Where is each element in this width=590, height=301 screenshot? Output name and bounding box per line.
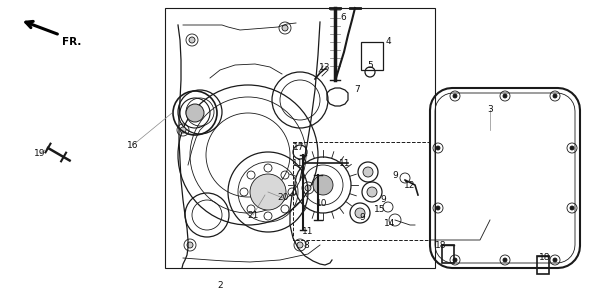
Text: 4: 4 [385,38,391,46]
Text: 18: 18 [539,253,550,262]
Bar [361,42,383,70]
Text: 21: 21 [247,210,258,219]
Bar [293,142,430,240]
Circle shape [553,94,557,98]
Circle shape [363,167,373,177]
Text: 13: 13 [319,64,331,73]
Text: 10: 10 [316,200,328,209]
Text: 9: 9 [392,170,398,179]
Text: 16: 16 [127,141,139,150]
Text: 5: 5 [367,61,373,70]
Circle shape [367,187,377,197]
Text: 3: 3 [487,105,493,114]
Text: 7: 7 [354,85,360,95]
Text: 9: 9 [380,196,386,204]
Circle shape [189,37,195,43]
Circle shape [570,146,574,150]
Circle shape [282,25,288,31]
Bar [165,8,435,268]
Circle shape [436,206,440,210]
Bar [442,245,454,263]
Text: 15: 15 [374,206,386,215]
Text: 2: 2 [217,281,223,290]
Text: 11: 11 [292,159,304,167]
Circle shape [250,174,286,210]
Circle shape [297,242,303,248]
Circle shape [503,94,507,98]
Circle shape [436,146,440,150]
Text: 20: 20 [277,194,289,203]
Circle shape [186,104,204,122]
Text: FR.: FR. [62,37,81,47]
Circle shape [570,206,574,210]
Text: 8: 8 [303,240,309,250]
Circle shape [187,242,193,248]
Text: 9: 9 [359,213,365,222]
Text: 11: 11 [302,228,314,237]
Text: 11: 11 [339,159,350,167]
Circle shape [305,185,311,191]
Circle shape [355,208,365,218]
Text: 17: 17 [293,142,305,151]
Bar [537,256,549,274]
Text: 18: 18 [435,240,447,250]
Circle shape [313,175,333,195]
Circle shape [553,258,557,262]
Circle shape [180,127,186,133]
Text: 19: 19 [34,148,46,157]
Circle shape [453,258,457,262]
Circle shape [453,94,457,98]
Text: 6: 6 [340,14,346,23]
Text: 12: 12 [404,181,416,190]
Circle shape [503,258,507,262]
Text: 14: 14 [384,219,396,228]
